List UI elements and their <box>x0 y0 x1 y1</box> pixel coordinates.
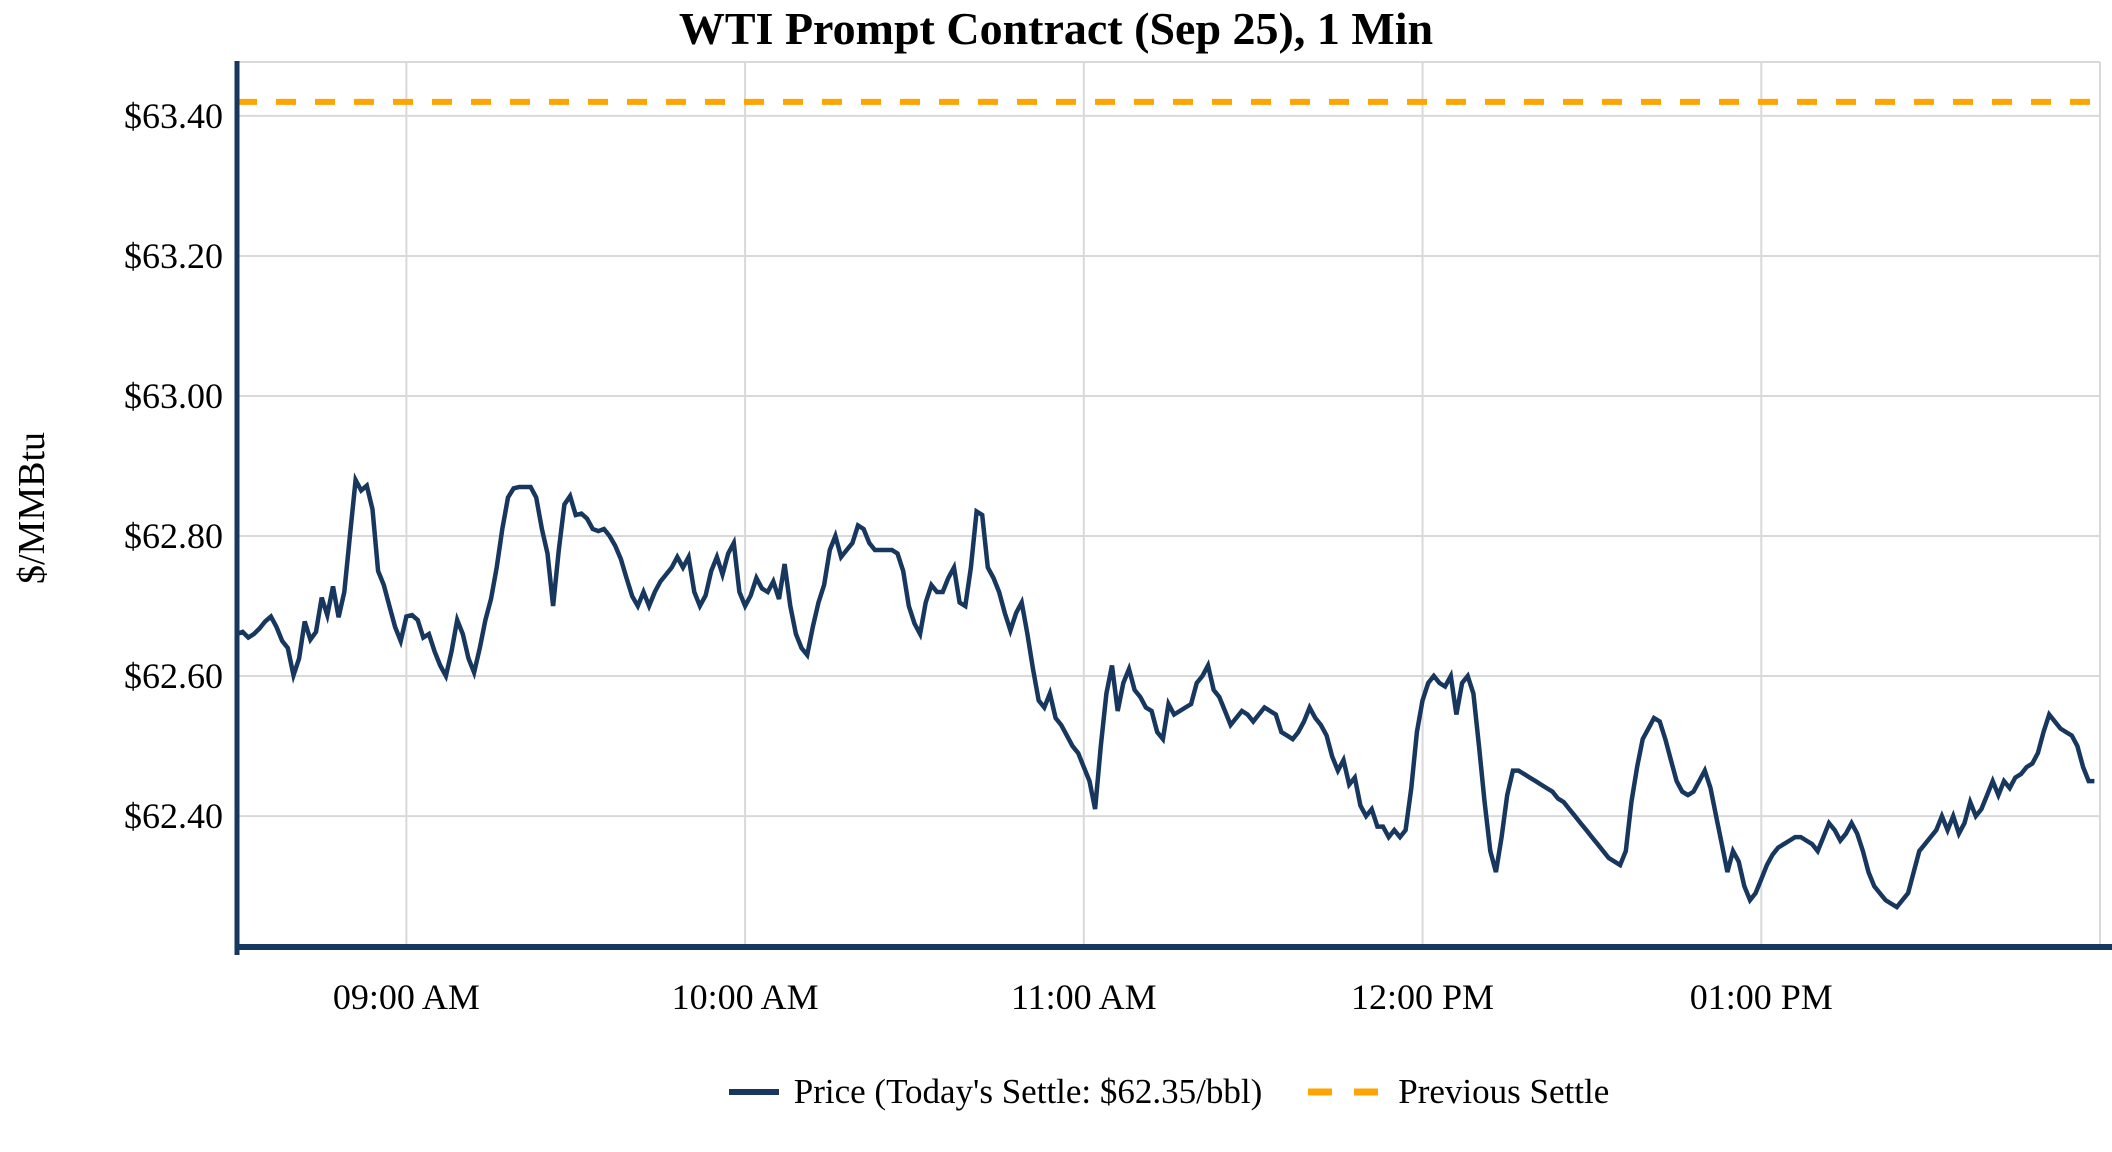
price-line-swatch <box>728 1089 779 1095</box>
y-tick-label: $62.80 <box>124 516 223 556</box>
legend-previous-settle-label: Previous Settle <box>1398 1072 1610 1111</box>
previous-settle-swatch <box>1308 1088 1385 1096</box>
x-tick-label: 09:00 AM <box>333 977 480 1017</box>
x-tick-label: 01:00 PM <box>1690 977 1833 1017</box>
price-line <box>236 472 2095 911</box>
chart-title: WTI Prompt Contract (Sep 25), 1 Min <box>678 3 1434 54</box>
y-tick-label: $63.40 <box>124 96 223 136</box>
y-tick-label: $62.40 <box>124 796 223 836</box>
y-tick-label: $63.20 <box>124 236 223 276</box>
chart-legend: Price (Today's Settle: $62.35/bbl) Previ… <box>237 1072 2100 1112</box>
x-tick-label: 10:00 AM <box>672 977 819 1017</box>
x-tick-label: 11:00 AM <box>1011 977 1157 1017</box>
y-tick-label: $63.00 <box>124 376 223 416</box>
y-tick-label: $62.60 <box>124 656 223 696</box>
legend-price-label: Price (Today's Settle: $62.35/bbl) <box>793 1072 1263 1111</box>
x-tick-label: 12:00 PM <box>1351 977 1494 1017</box>
